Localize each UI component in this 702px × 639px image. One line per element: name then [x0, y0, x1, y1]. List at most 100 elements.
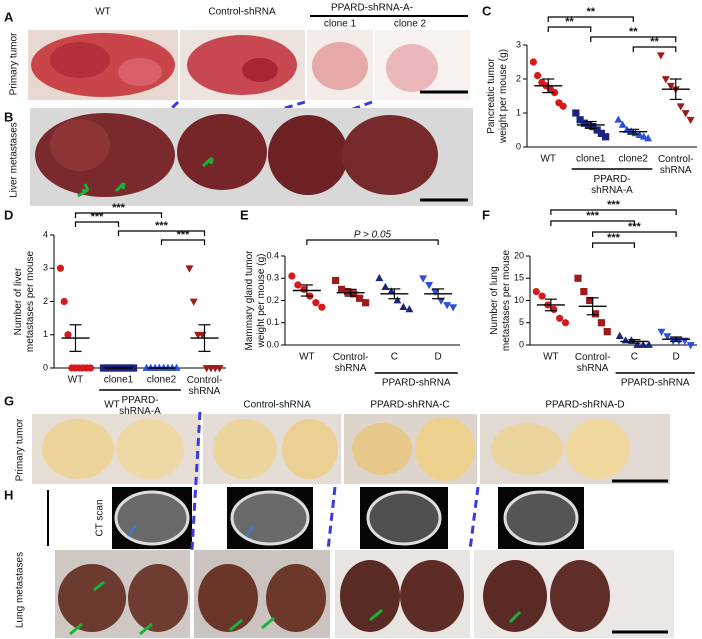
data-point	[597, 129, 605, 137]
data-point	[529, 58, 537, 66]
data-point	[318, 303, 326, 311]
panel-label: D	[4, 207, 13, 222]
y-tick-label: 20	[514, 250, 524, 260]
data-point	[618, 120, 627, 128]
data-point	[419, 275, 428, 283]
y-tick-label: 0	[519, 339, 524, 349]
error-bar	[544, 298, 557, 312]
data-point	[399, 302, 408, 311]
data-point	[645, 340, 653, 348]
x-tick-label: WT	[543, 352, 559, 363]
significance-bracket	[547, 26, 592, 32]
data-point	[603, 328, 611, 336]
data-point	[185, 265, 194, 273]
data-point	[663, 333, 672, 341]
y-tick-label: 4	[43, 229, 48, 239]
y-tick-label: 0.0	[266, 339, 279, 349]
data-point	[686, 342, 695, 350]
column-label: PPARD-shRNA-D	[545, 400, 624, 411]
data-point	[338, 285, 346, 293]
error-bar	[586, 297, 599, 316]
y-tick-label: 10	[514, 295, 524, 305]
x-tick-label: clone2	[147, 375, 177, 386]
data-point	[580, 119, 588, 127]
y-tick-label: 2	[43, 296, 48, 306]
y-tick-label: 5	[519, 317, 524, 327]
data-point	[387, 287, 396, 295]
significance-label: **	[565, 16, 574, 28]
y-tick-label: 3	[516, 39, 521, 49]
data-point	[639, 340, 648, 348]
data-point	[405, 305, 414, 313]
significance-label: P > 0.05	[354, 230, 392, 241]
data-point	[681, 110, 690, 118]
significance-bracket	[632, 46, 677, 52]
data-point	[215, 365, 224, 373]
error-bar	[669, 78, 682, 101]
data-point	[532, 288, 540, 296]
liver-photos	[30, 108, 473, 206]
data-point	[586, 296, 594, 305]
group-label: PPARD-shRNA-A	[591, 174, 633, 196]
group-label: PPARD-shRNA-A	[119, 395, 161, 417]
data-point	[129, 364, 138, 372]
data-point	[443, 302, 452, 310]
connector	[190, 411, 202, 551]
significance-label: ***	[155, 220, 169, 232]
error-bar	[627, 128, 640, 135]
y-tick-label: 0	[516, 141, 521, 151]
data-point	[437, 297, 446, 305]
y-tick-label: 1	[43, 329, 48, 339]
panel-label: C	[482, 3, 492, 18]
data-point	[86, 364, 95, 372]
connector	[468, 486, 480, 551]
panel-label: H	[4, 487, 13, 502]
significance-bracket	[550, 209, 677, 215]
x-tick-label: Control-shRNA	[333, 352, 369, 374]
lung-photos	[55, 550, 674, 638]
data-point	[56, 264, 65, 272]
data-point	[561, 319, 570, 327]
data-point	[556, 314, 564, 322]
error-bar	[542, 78, 555, 94]
data-point	[172, 363, 181, 371]
x-tick-label: WT	[540, 154, 556, 165]
data-point	[666, 82, 675, 91]
data-point	[589, 123, 597, 131]
panel-label: B	[4, 109, 13, 124]
y-tick-label: 0.4	[266, 250, 279, 260]
error-bar	[432, 288, 445, 300]
y-axis-title: Mammary gland tumorweight per mouse (g)	[244, 250, 267, 351]
significance-label: **	[629, 26, 638, 38]
data-point	[644, 134, 653, 142]
significance-label: ***	[177, 229, 191, 241]
significance-bracket	[74, 212, 163, 218]
data-point	[350, 290, 358, 298]
x-tick-label: D	[435, 352, 442, 363]
data-point	[425, 282, 434, 290]
significance-bracket	[306, 239, 439, 245]
significance-label: ***	[607, 199, 621, 211]
data-point	[676, 103, 685, 111]
x-tick-label: clone1	[104, 375, 134, 386]
data-point	[551, 89, 559, 97]
connector	[326, 486, 337, 551]
significance-bracket	[550, 220, 635, 226]
error-bar	[69, 324, 82, 352]
x-tick-label: clone2	[619, 154, 649, 165]
data-point	[686, 116, 695, 125]
data-point	[64, 331, 72, 339]
panel-label: F	[482, 207, 490, 222]
column-label: clone 2	[394, 19, 427, 30]
y-tick-label: 0.1	[266, 317, 279, 327]
tumor-photos	[32, 414, 670, 484]
significance-label: ***	[628, 221, 642, 233]
column-label: WT	[104, 400, 120, 411]
error-bar	[344, 288, 357, 297]
data-point	[381, 282, 390, 291]
significance-label: ***	[607, 232, 621, 244]
significance-label: ***	[91, 211, 105, 223]
data-point	[572, 109, 580, 117]
significance-bracket	[592, 242, 635, 248]
